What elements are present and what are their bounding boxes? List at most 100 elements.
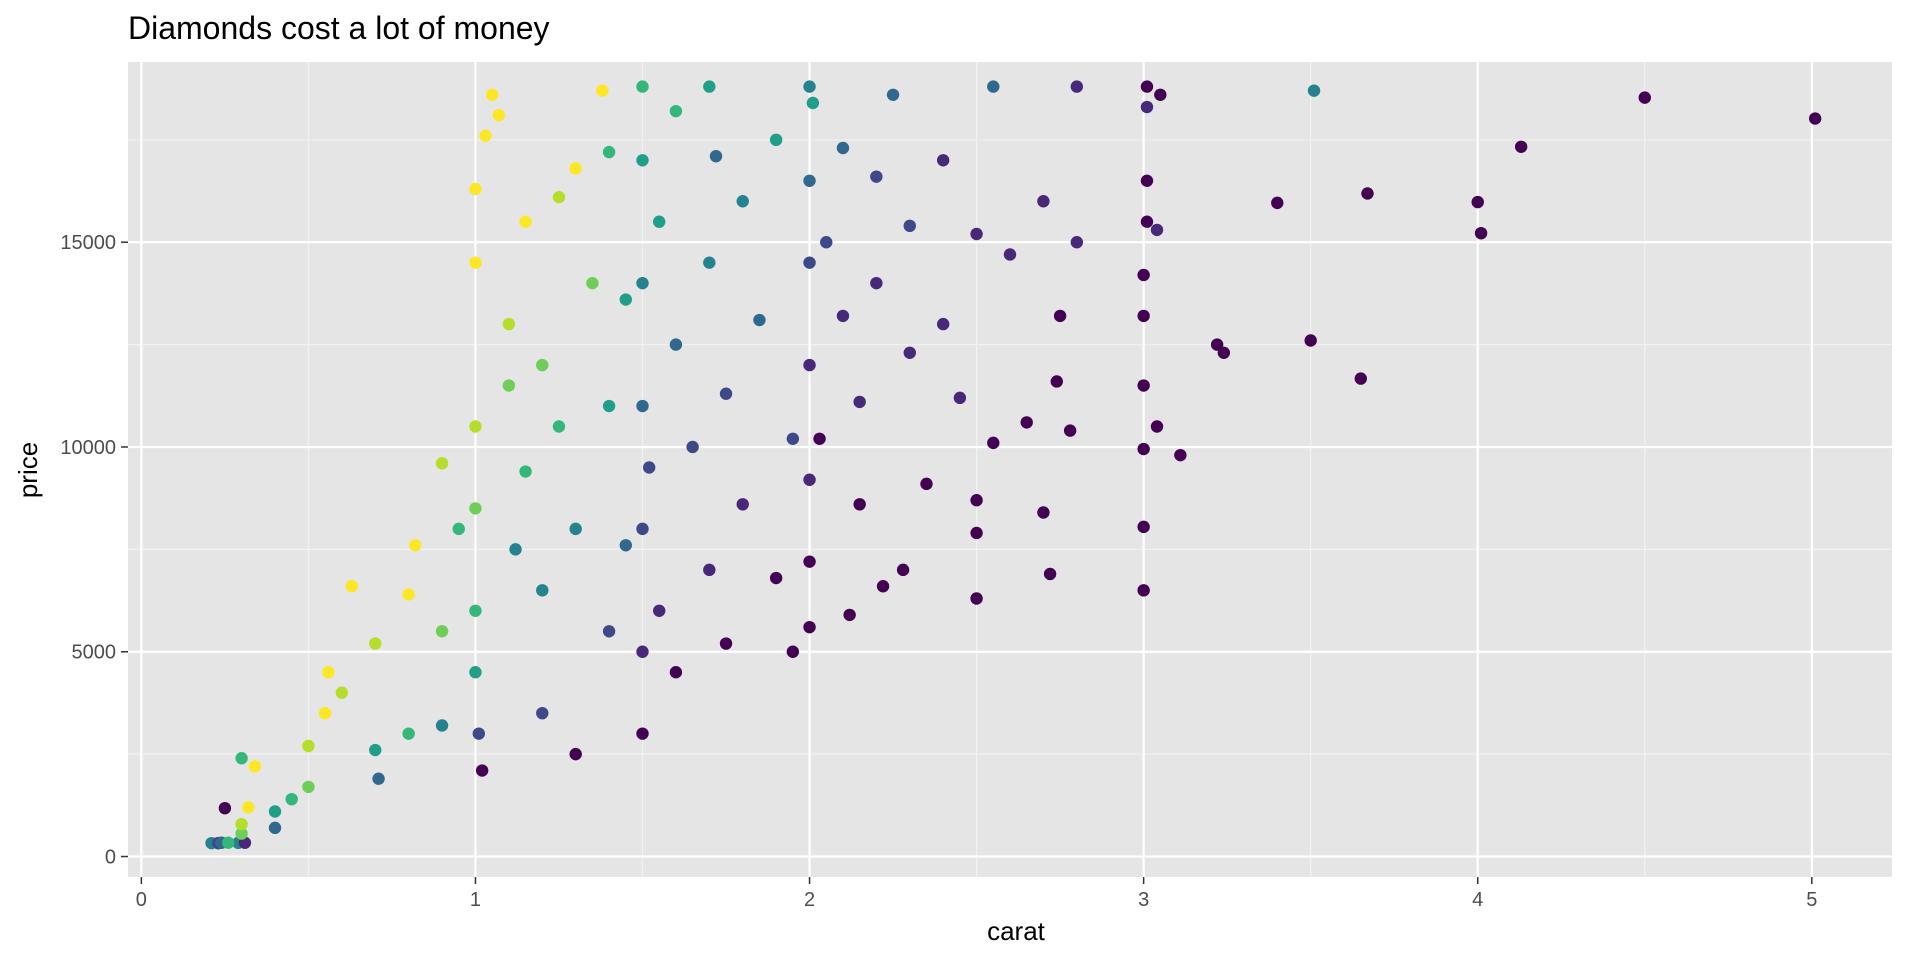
data-point bbox=[469, 604, 482, 617]
data-point bbox=[369, 637, 382, 650]
data-point bbox=[302, 780, 315, 794]
data-point bbox=[1154, 88, 1167, 101]
data-point bbox=[492, 109, 506, 122]
x-tick-label: 5 bbox=[1806, 889, 1817, 911]
data-point bbox=[1063, 424, 1077, 437]
data-point bbox=[435, 457, 449, 470]
data-point bbox=[222, 836, 235, 849]
data-point bbox=[803, 80, 816, 93]
data-point bbox=[953, 391, 967, 405]
data-point bbox=[472, 727, 485, 740]
x-tick-label: 4 bbox=[1472, 889, 1483, 911]
data-point bbox=[853, 395, 866, 409]
data-point bbox=[1003, 248, 1017, 261]
data-point bbox=[987, 80, 1000, 93]
data-point bbox=[1070, 80, 1084, 93]
data-point bbox=[836, 141, 850, 155]
x-tick-label: 1 bbox=[470, 889, 481, 911]
data-points bbox=[205, 80, 1822, 850]
data-point bbox=[242, 801, 255, 814]
data-point bbox=[636, 399, 649, 413]
x-tick-label: 3 bbox=[1138, 889, 1149, 911]
data-point bbox=[452, 522, 465, 536]
y-tick-label: 15000 bbox=[60, 232, 116, 254]
data-point bbox=[686, 440, 699, 454]
data-point bbox=[896, 563, 910, 577]
data-point bbox=[803, 555, 816, 568]
data-point bbox=[369, 743, 382, 757]
data-point bbox=[642, 461, 656, 474]
data-point bbox=[479, 129, 492, 142]
data-point bbox=[402, 588, 415, 601]
data-point bbox=[485, 88, 499, 101]
data-point bbox=[586, 276, 599, 290]
data-point bbox=[248, 760, 262, 773]
data-point bbox=[1140, 100, 1154, 114]
data-point bbox=[218, 801, 232, 815]
data-point bbox=[1137, 309, 1150, 323]
data-point bbox=[1474, 226, 1488, 240]
data-point bbox=[536, 584, 549, 597]
data-point bbox=[602, 399, 616, 413]
data-point bbox=[970, 494, 983, 507]
data-point bbox=[1638, 91, 1651, 104]
data-point bbox=[769, 133, 783, 147]
major-gridlines bbox=[128, 62, 1892, 877]
data-point bbox=[843, 608, 856, 622]
data-point bbox=[469, 182, 482, 196]
data-point bbox=[602, 145, 616, 159]
data-point bbox=[569, 162, 582, 175]
data-point bbox=[569, 747, 582, 761]
data-point bbox=[636, 276, 649, 290]
data-point bbox=[569, 522, 582, 536]
data-point bbox=[920, 477, 933, 491]
data-point bbox=[519, 215, 532, 228]
y-axis-ticks: 0 5000 10000 15000 bbox=[60, 232, 128, 869]
data-point bbox=[803, 174, 816, 187]
data-point bbox=[469, 256, 482, 269]
data-point bbox=[402, 727, 415, 740]
data-point bbox=[970, 526, 983, 540]
data-point bbox=[1053, 309, 1067, 323]
data-point bbox=[1050, 375, 1063, 388]
data-point bbox=[235, 752, 248, 765]
x-tick-label: 2 bbox=[804, 889, 815, 911]
data-point bbox=[1471, 195, 1484, 209]
data-point bbox=[970, 592, 983, 605]
data-point bbox=[870, 170, 883, 183]
data-point bbox=[1361, 187, 1374, 200]
data-point bbox=[936, 154, 950, 167]
data-point bbox=[1150, 223, 1164, 237]
data-point bbox=[806, 96, 820, 110]
data-point bbox=[813, 432, 826, 445]
minor-gridlines bbox=[128, 62, 1892, 877]
data-point bbox=[235, 817, 248, 831]
data-point bbox=[669, 666, 683, 679]
data-point bbox=[786, 432, 800, 445]
data-point bbox=[302, 739, 315, 753]
data-point bbox=[1150, 420, 1164, 433]
data-point bbox=[1271, 196, 1284, 210]
data-point bbox=[435, 625, 449, 638]
data-point bbox=[596, 84, 609, 97]
data-point bbox=[1037, 506, 1050, 519]
data-point bbox=[619, 293, 632, 306]
data-point bbox=[475, 764, 489, 777]
data-point bbox=[502, 317, 516, 331]
data-point bbox=[469, 420, 482, 433]
data-point bbox=[803, 256, 816, 269]
data-point bbox=[1304, 334, 1317, 347]
data-point bbox=[786, 645, 800, 658]
data-point bbox=[285, 792, 298, 806]
data-point bbox=[903, 219, 916, 233]
data-point bbox=[736, 195, 749, 208]
data-point bbox=[1037, 195, 1050, 208]
data-point bbox=[870, 276, 883, 290]
data-point bbox=[636, 727, 649, 740]
data-point bbox=[536, 706, 549, 720]
data-point bbox=[803, 358, 816, 372]
data-point bbox=[1070, 236, 1084, 249]
data-point bbox=[803, 620, 816, 634]
data-point bbox=[1140, 80, 1154, 93]
data-point bbox=[235, 827, 248, 840]
